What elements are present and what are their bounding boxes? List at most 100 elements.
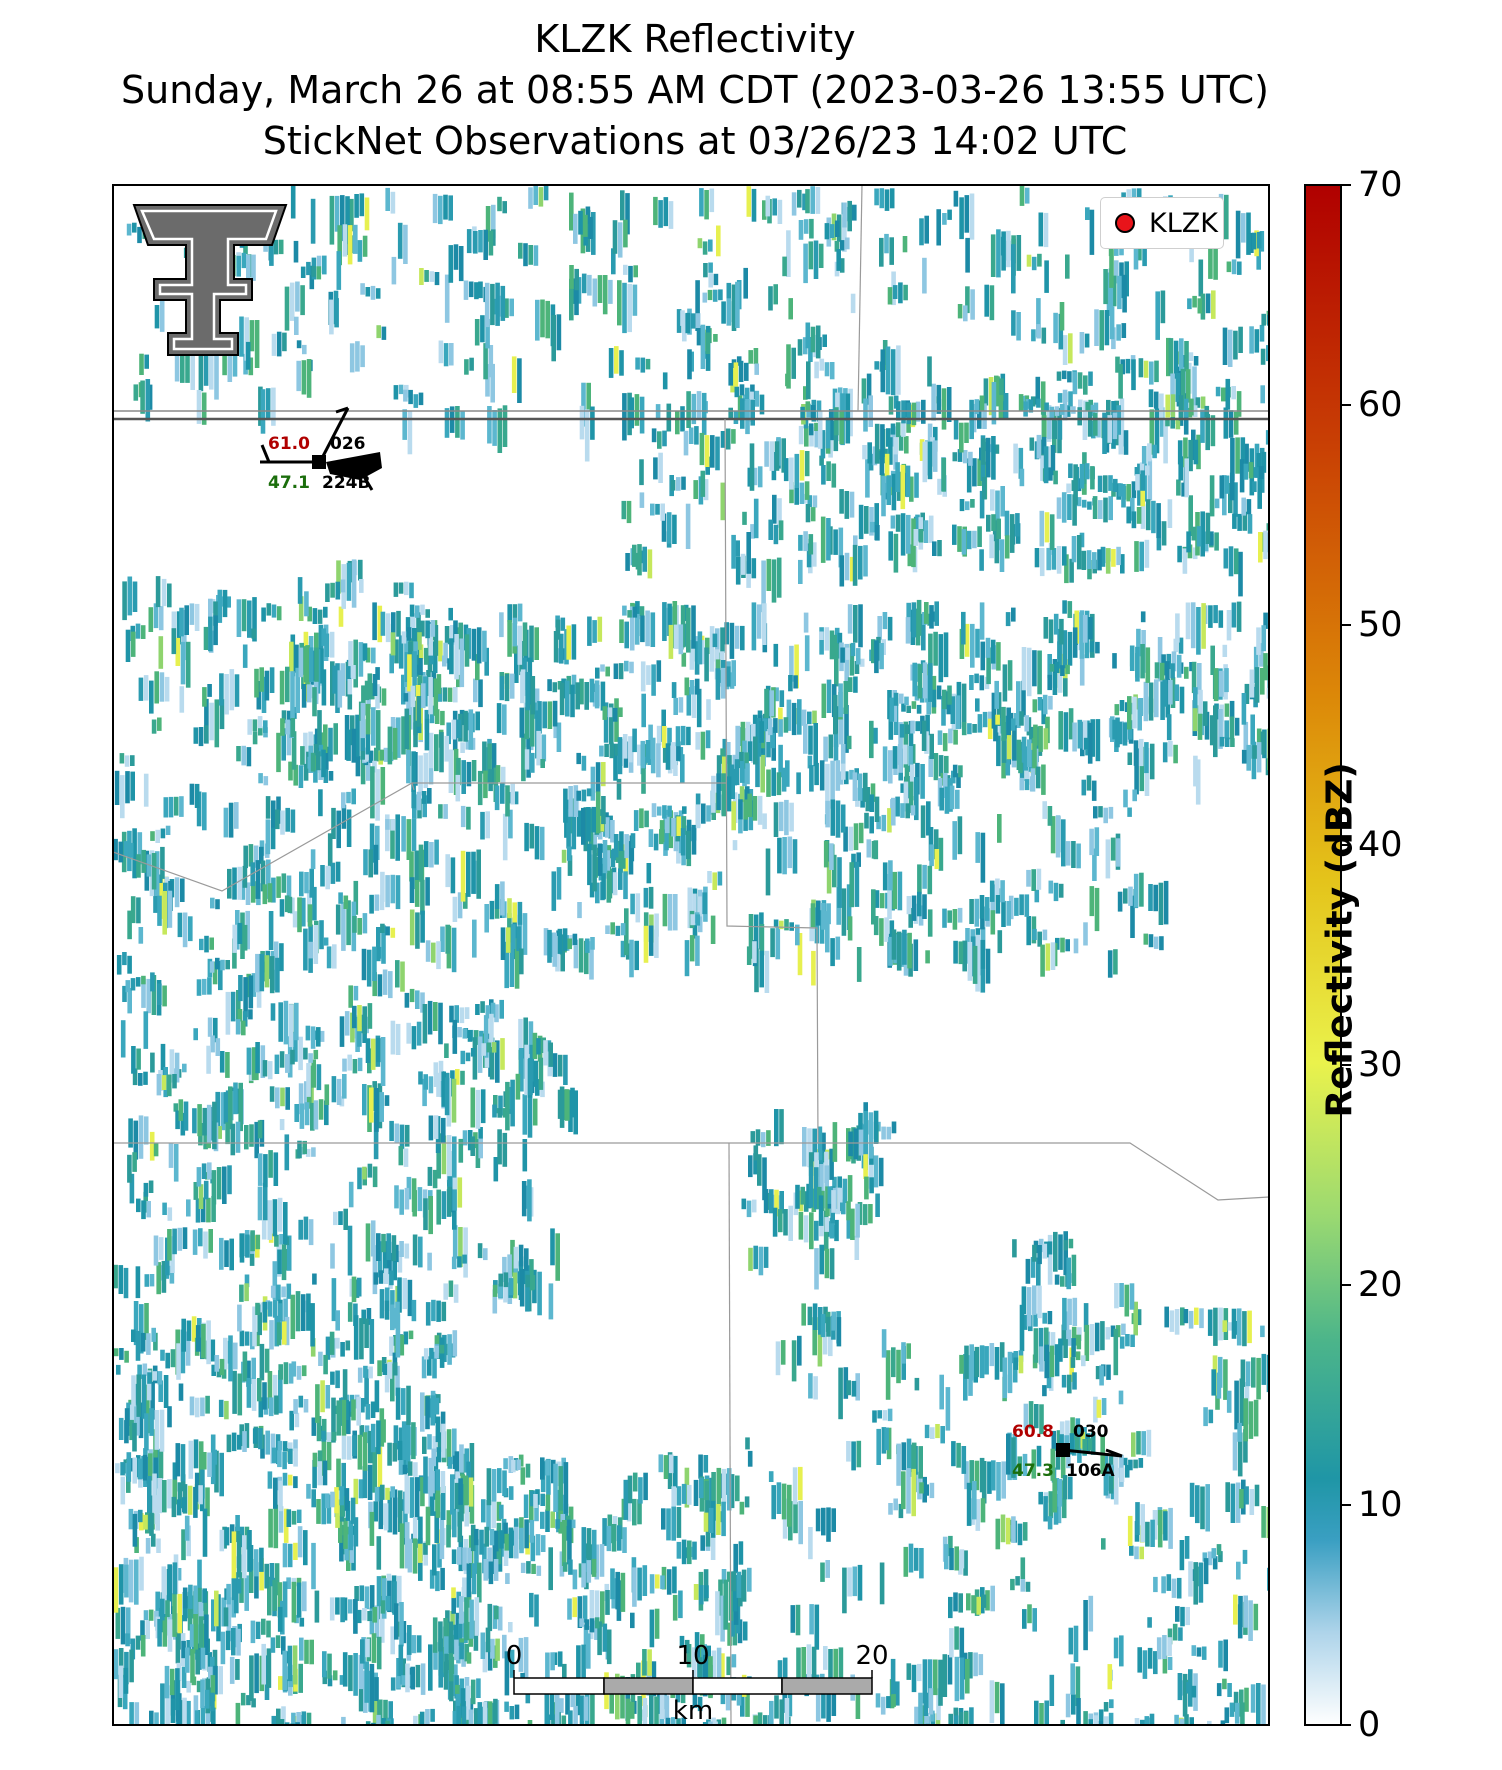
reflectivity-gate [401, 631, 407, 644]
reflectivity-gate [1037, 697, 1043, 711]
reflectivity-gate [299, 1103, 305, 1129]
reflectivity-gate [322, 1670, 328, 1685]
reflectivity-gate [1191, 661, 1197, 694]
reflectivity-gate [858, 604, 863, 648]
reflectivity-gate [286, 1509, 292, 1527]
reflectivity-gate [1087, 722, 1093, 764]
reflectivity-gate [1249, 326, 1254, 354]
reflectivity-gate [126, 1452, 132, 1482]
reflectivity-gate [567, 855, 573, 876]
reflectivity-gate [559, 633, 564, 664]
reflectivity-gate [193, 1486, 198, 1518]
reflectivity-gate [991, 382, 997, 425]
reflectivity-gate [638, 1477, 643, 1504]
reflectivity-gate [390, 819, 395, 831]
reflectivity-gate [377, 1360, 382, 1377]
reflectivity-gate [819, 760, 825, 791]
reflectivity-gate [130, 771, 135, 801]
reflectivity-gate [632, 1472, 638, 1492]
reflectivity-gate [128, 1118, 133, 1148]
reflectivity-gate [1151, 500, 1156, 534]
reflectivity-gate [309, 868, 314, 898]
reflectivity-gate [839, 555, 845, 587]
reflectivity-gate [1037, 931, 1042, 947]
reflectivity-gate [172, 1462, 178, 1492]
reflectivity-gate [658, 452, 663, 483]
reflectivity-gate [993, 718, 998, 742]
reflectivity-gate [1180, 368, 1186, 412]
reflectivity-gate [1063, 678, 1068, 697]
reflectivity-gate [782, 256, 787, 277]
reflectivity-gate [412, 651, 417, 697]
reflectivity-gate [454, 1005, 459, 1023]
reflectivity-gate [893, 436, 899, 455]
reflectivity-gate [210, 897, 215, 909]
reflectivity-gate [622, 605, 627, 616]
reflectivity-gate [1032, 737, 1037, 775]
reflectivity-gate [787, 836, 793, 869]
reflectivity-gate [738, 1541, 744, 1565]
reflectivity-gate [388, 1701, 393, 1725]
reflectivity-gate [702, 892, 708, 915]
reflectivity-gate [846, 884, 852, 930]
reflectivity-gate [1086, 550, 1092, 569]
reflectivity-gate [165, 1685, 170, 1725]
reflectivity-gate [217, 1126, 222, 1139]
reflectivity-gate [331, 1076, 337, 1103]
reflectivity-gate [765, 195, 771, 217]
reflectivity-gate [128, 1508, 134, 1530]
reflectivity-gate [727, 1622, 732, 1646]
reflectivity-gate [895, 422, 901, 438]
reflectivity-gate [401, 816, 406, 852]
reflectivity-gate [1153, 936, 1159, 949]
reflectivity-gate [489, 1013, 494, 1047]
reflectivity-gate [387, 1362, 393, 1379]
reflectivity-gate [154, 671, 159, 704]
reflectivity-gate [882, 612, 888, 630]
reflectivity-gate [415, 990, 420, 1009]
reflectivity-gate [837, 387, 843, 427]
reflectivity-gate [1065, 664, 1070, 675]
reflectivity-gate [207, 1017, 213, 1037]
reflectivity-gate [936, 685, 942, 700]
reflectivity-gate [703, 1512, 709, 1532]
reflectivity-gate [1089, 209, 1095, 255]
reflectivity-gate [702, 292, 708, 303]
reflectivity-gate [972, 458, 977, 487]
reflectivity-gate [629, 835, 635, 862]
reflectivity-gate [559, 682, 565, 716]
reflectivity-gate [764, 441, 769, 467]
reflectivity-gate [943, 632, 949, 678]
reflectivity-gate [534, 688, 540, 703]
reflectivity-gate [427, 1356, 432, 1376]
reflectivity-gate [952, 909, 958, 930]
reflectivity-gate [224, 1400, 229, 1420]
reflectivity-gate [131, 1046, 136, 1074]
reflectivity-gate [1188, 495, 1193, 536]
reflectivity-gate [576, 1645, 581, 1679]
reflectivity-gate [1068, 391, 1073, 407]
reflectivity-gate [594, 1544, 600, 1580]
reflectivity-gate [622, 393, 627, 441]
reflectivity-gate [1231, 386, 1236, 400]
reflectivity-gate [648, 829, 654, 847]
reflectivity-gate [1277, 685, 1282, 700]
reflectivity-gate [1175, 373, 1181, 402]
reflectivity-gate [561, 1520, 567, 1566]
reflectivity-gate [451, 1256, 457, 1270]
reflectivity-gate [952, 821, 957, 860]
reflectivity-gate [312, 687, 317, 717]
reflectivity-gate [249, 320, 255, 352]
reflectivity-gate [138, 1115, 144, 1159]
reflectivity-gate [236, 1578, 242, 1594]
reflectivity-gate [839, 489, 844, 514]
reflectivity-gate [1259, 231, 1265, 252]
reflectivity-gate [854, 861, 860, 907]
reflectivity-gate [847, 200, 852, 232]
reflectivity-gate [294, 316, 299, 335]
reflectivity-gate [194, 1397, 200, 1418]
reflectivity-gate [136, 1374, 141, 1417]
reflectivity-gate [498, 1286, 503, 1298]
reflectivity-gate [635, 357, 640, 370]
reflectivity-gate [428, 1644, 433, 1691]
